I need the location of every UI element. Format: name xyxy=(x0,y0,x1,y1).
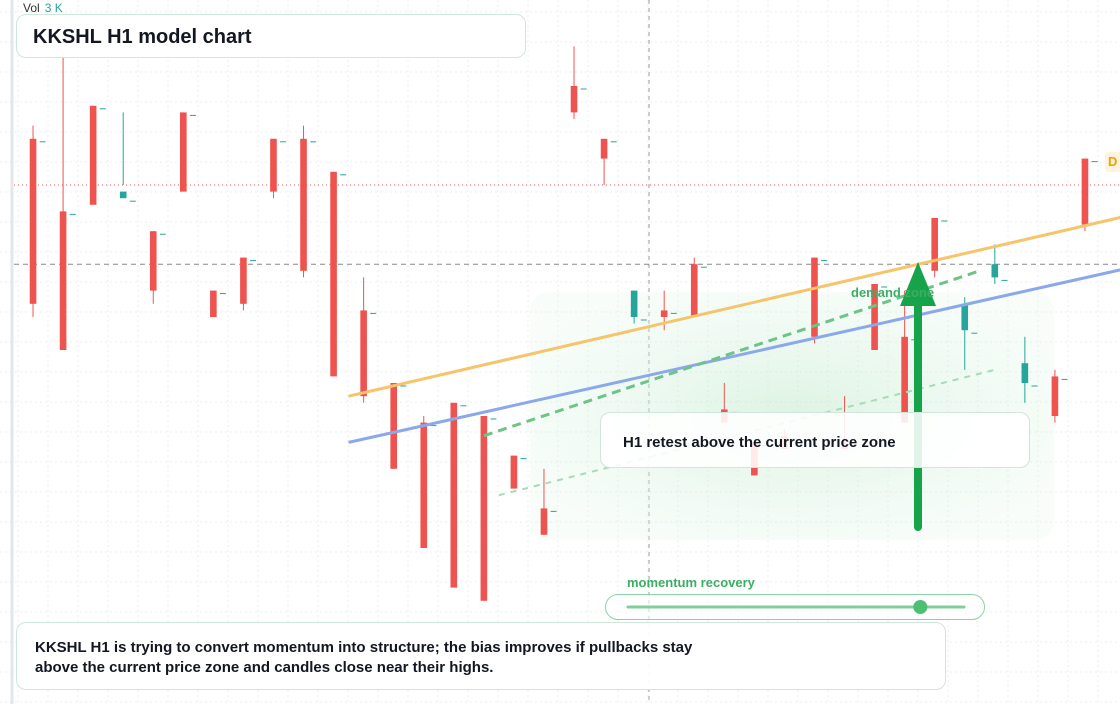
candle-body xyxy=(991,264,999,278)
candle-body xyxy=(600,138,608,159)
candle-body xyxy=(660,310,668,317)
candle-body xyxy=(630,290,638,317)
candle-body xyxy=(540,508,548,535)
chart-title: KKSHL H1 model chart xyxy=(33,26,252,48)
candle-body xyxy=(480,416,488,601)
candle-body xyxy=(300,138,307,271)
volume-value: 3 K xyxy=(44,1,63,15)
volume-label: Vol xyxy=(23,1,40,15)
overlay-trend-orange xyxy=(348,216,1120,398)
retest-text: H1 retest above the current price zone xyxy=(623,434,896,451)
candle-body xyxy=(901,336,908,423)
candle-body xyxy=(89,105,97,205)
candle-body xyxy=(931,218,939,271)
candle-body xyxy=(1021,363,1029,383)
title-card: KKSHL H1 model chart xyxy=(16,14,526,58)
candle-body xyxy=(1081,158,1089,225)
candle-body xyxy=(570,86,578,113)
candle-body xyxy=(240,257,247,304)
candle-body xyxy=(29,138,37,304)
candle-body xyxy=(360,310,367,397)
summary-card: KKSHL H1 is trying to convert momentum i… xyxy=(16,622,946,690)
candle-body xyxy=(690,264,698,317)
momentum-slider-knob[interactable] xyxy=(913,600,928,614)
edge-price-badge: D xyxy=(1105,152,1120,172)
momentum-label: momentum recovery xyxy=(627,575,755,590)
retest-callout: H1 retest above the current price zone xyxy=(600,412,1030,468)
candle-body xyxy=(270,138,277,192)
candle-body xyxy=(149,231,157,291)
candle-body xyxy=(450,402,458,588)
candle-body xyxy=(390,383,398,469)
candle-body xyxy=(210,290,217,317)
demand-arrow-head xyxy=(900,262,936,306)
candle-body xyxy=(510,455,518,489)
summary-text: KKSHL H1 is trying to convert momentum i… xyxy=(35,639,693,676)
candle-body xyxy=(871,284,878,350)
momentum-slider-graphic xyxy=(626,600,966,614)
candle-body xyxy=(59,211,67,350)
momentum-slider[interactable] xyxy=(605,594,985,620)
demand-zone-label: demand zone xyxy=(851,285,935,300)
overlay-trend-blue xyxy=(348,268,1120,444)
candle-body xyxy=(420,422,428,548)
candle-body xyxy=(1051,376,1059,416)
candle-body xyxy=(330,171,337,377)
candle-body xyxy=(961,303,969,331)
candle-body xyxy=(179,112,187,192)
candle-body xyxy=(119,191,127,199)
volume-readout: Vol 3 K xyxy=(23,1,63,15)
candle-body xyxy=(811,257,818,337)
candles xyxy=(29,46,1098,601)
overlay-demand-dashed xyxy=(483,269,981,438)
